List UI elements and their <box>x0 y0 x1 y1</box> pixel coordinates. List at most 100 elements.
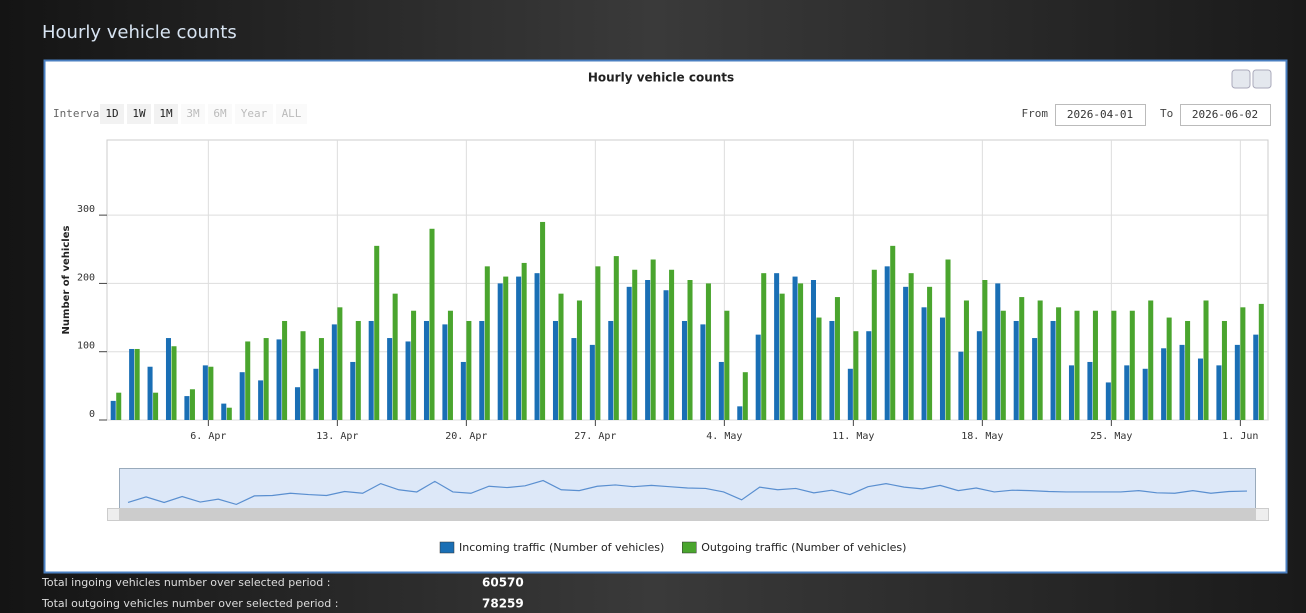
download-button[interactable] <box>1252 69 1272 89</box>
y-tick-label: 300 <box>77 204 95 215</box>
summary-value: 60570 <box>482 576 524 590</box>
bar <box>129 348 135 420</box>
bar <box>1019 297 1025 420</box>
bar <box>516 276 522 420</box>
bar <box>945 259 951 420</box>
bar <box>1179 344 1185 420</box>
bar <box>608 320 614 420</box>
bar <box>724 310 730 420</box>
bar <box>282 320 288 420</box>
bar <box>1087 361 1093 420</box>
bar <box>958 351 964 420</box>
bar <box>313 368 319 420</box>
bar <box>995 283 1001 420</box>
bar <box>423 320 429 420</box>
bar <box>171 346 177 420</box>
bar <box>466 320 472 420</box>
bar <box>258 380 264 420</box>
bar <box>1216 365 1222 420</box>
bar <box>650 259 656 420</box>
bar <box>976 331 982 420</box>
summary-value: 78259 <box>482 597 524 611</box>
bar <box>1166 317 1172 420</box>
legend-label: Outgoing traffic (Number of vehicles) <box>701 541 906 554</box>
bar <box>226 407 232 420</box>
bar <box>1161 348 1167 420</box>
bar <box>1068 365 1074 420</box>
bar <box>484 266 490 420</box>
bar <box>700 324 706 420</box>
bar <box>903 286 909 420</box>
bar <box>632 269 638 420</box>
bar <box>705 283 711 420</box>
bar <box>779 293 785 420</box>
x-tick-label: 4. May <box>706 431 742 442</box>
bar <box>742 372 748 420</box>
interval-button-label: Year <box>241 107 268 120</box>
bar <box>208 366 214 420</box>
bar <box>921 307 927 420</box>
bar <box>1105 382 1111 420</box>
interval-label: Interval <box>53 107 106 120</box>
interval-button <box>235 104 273 124</box>
print-button[interactable] <box>1231 69 1251 89</box>
bar <box>147 366 153 420</box>
to-label: To <box>1160 107 1173 120</box>
bar <box>552 320 558 420</box>
bar <box>1142 368 1148 420</box>
interval-button-label: 3M <box>186 107 200 120</box>
bar <box>503 276 509 420</box>
interval-button[interactable] <box>100 104 124 124</box>
bar <box>982 280 988 420</box>
bar <box>447 310 453 420</box>
bar <box>300 331 306 420</box>
x-tick-label: 25. May <box>1090 431 1132 442</box>
from-label: From <box>1022 107 1049 120</box>
interval-button-label: ALL <box>282 107 302 120</box>
bar <box>1253 334 1259 420</box>
bar <box>540 221 546 420</box>
from-input[interactable] <box>1055 104 1146 126</box>
to-input[interactable] <box>1180 104 1271 126</box>
bar <box>558 293 564 420</box>
bar <box>939 317 945 420</box>
bar <box>165 338 171 420</box>
bar <box>718 361 724 420</box>
bar <box>1056 307 1062 420</box>
bar <box>1032 338 1038 420</box>
x-tick-label: 6. Apr <box>190 431 226 442</box>
bar <box>645 280 651 420</box>
interval-button <box>208 104 232 124</box>
bar <box>337 307 343 420</box>
from-value: 2026-04-01 <box>1067 108 1133 121</box>
bar <box>1197 358 1203 420</box>
legend-swatch <box>682 541 697 554</box>
bar <box>497 283 503 420</box>
y-axis-label: Number of vehicles <box>61 226 72 335</box>
bar <box>1013 320 1019 420</box>
interval-button[interactable] <box>154 104 178 124</box>
interval-button-label: 1D <box>105 107 118 120</box>
bar <box>276 339 282 420</box>
interval-button[interactable] <box>127 104 151 124</box>
bar <box>687 280 693 420</box>
x-tick-label: 18. May <box>961 431 1003 442</box>
bar <box>134 348 140 420</box>
y-tick-label: 200 <box>77 272 95 283</box>
scrollbar-thumb[interactable] <box>119 509 1256 520</box>
bar <box>392 293 398 420</box>
interval-button-label: 1W <box>132 107 146 120</box>
bar <box>1037 300 1043 420</box>
bar <box>1092 310 1098 420</box>
bar <box>1074 310 1080 420</box>
bar <box>963 300 969 420</box>
bar <box>355 320 361 420</box>
bar <box>761 273 767 420</box>
bar <box>374 245 380 420</box>
bar <box>1050 320 1056 420</box>
bar <box>1240 307 1246 420</box>
bar <box>405 341 411 420</box>
bar <box>202 365 208 420</box>
